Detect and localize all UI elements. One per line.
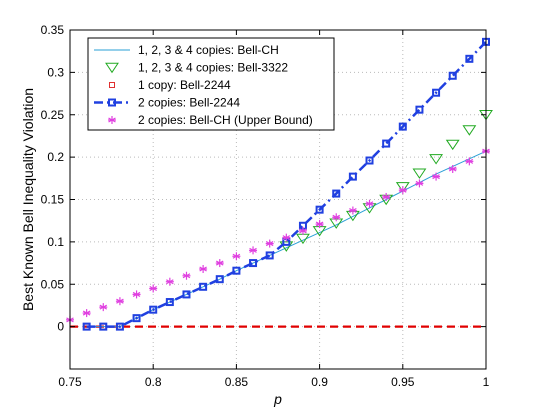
series-4 bbox=[82, 37, 490, 331]
data-point-square bbox=[82, 322, 91, 331]
data-point-square bbox=[465, 54, 474, 63]
data-point-square bbox=[199, 282, 208, 291]
data-point-asterisk bbox=[82, 309, 91, 318]
data-point-square bbox=[115, 322, 124, 331]
data-point-triangle bbox=[445, 139, 460, 151]
legend-label: 2 copies: Bell-2244 bbox=[138, 96, 240, 110]
x-axis-label: p bbox=[273, 391, 282, 407]
data-point-square bbox=[149, 305, 158, 314]
series-line bbox=[86, 40, 487, 328]
x-tick-label: 0.9 bbox=[311, 375, 328, 389]
x-tick-label: 0.8 bbox=[145, 375, 162, 389]
y-tick-label: 0.05 bbox=[41, 277, 65, 291]
data-point-asterisk bbox=[108, 116, 116, 124]
y-tick-label: 0.2 bbox=[47, 150, 64, 164]
legend-label: 1, 2, 3 & 4 copies: Bell-3322 bbox=[138, 61, 288, 75]
data-point-square bbox=[315, 205, 324, 214]
data-point-asterisk bbox=[282, 233, 291, 242]
data-point-asterisk bbox=[182, 271, 191, 280]
data-point-asterisk bbox=[99, 303, 108, 312]
series-5 bbox=[66, 147, 490, 324]
data-point-asterisk bbox=[115, 297, 124, 306]
x-tick-label: 0.85 bbox=[225, 375, 249, 389]
data-point-asterisk bbox=[215, 259, 224, 268]
data-point-square bbox=[365, 156, 374, 165]
y-tick-label: 0.25 bbox=[41, 108, 65, 122]
series-group bbox=[66, 37, 493, 331]
data-point-asterisk bbox=[132, 290, 141, 299]
data-point-asterisk bbox=[249, 246, 258, 255]
data-point-asterisk bbox=[199, 264, 208, 273]
data-point-square bbox=[108, 98, 116, 107]
data-point-triangle bbox=[395, 182, 410, 193]
data-point-asterisk bbox=[448, 164, 457, 173]
data-point-asterisk bbox=[398, 186, 407, 195]
data-point-asterisk bbox=[332, 213, 341, 222]
data-point-square bbox=[448, 71, 457, 80]
data-point-triangle bbox=[279, 241, 294, 252]
data-point-square bbox=[109, 82, 115, 88]
data-point-square bbox=[215, 275, 224, 284]
x-tick-label: 1 bbox=[483, 375, 490, 389]
legend-box bbox=[87, 37, 335, 131]
x-tick-label: 0.95 bbox=[391, 375, 415, 389]
data-point-square bbox=[432, 88, 441, 97]
data-point-asterisk bbox=[382, 192, 391, 201]
ticks: 0.75 0.8 0.85 0.9 0.95 1 0 0.05 0.1 0.15 0.2 0.25 0.… bbox=[41, 23, 490, 389]
legend-item: 1, 2, 3 & 4 copies: Bell-3322 bbox=[105, 61, 288, 75]
data-point-asterisk bbox=[149, 284, 158, 293]
data-point-asterisk bbox=[232, 252, 241, 261]
data-point-square bbox=[232, 266, 241, 275]
x-tick-label: 0.75 bbox=[58, 375, 82, 389]
data-point-square bbox=[182, 290, 191, 299]
data-point-square bbox=[132, 314, 141, 323]
data-point-square bbox=[265, 251, 274, 260]
data-point-square bbox=[398, 122, 407, 131]
data-point-square bbox=[165, 298, 174, 307]
legend-item: 1 copy: Bell-2244 bbox=[109, 78, 231, 92]
data-point-asterisk bbox=[415, 179, 424, 188]
legend-label: 2 copies: Bell-CH (Upper Bound) bbox=[138, 113, 313, 127]
y-tick-label: 0.15 bbox=[41, 193, 65, 207]
legend-label: 1, 2, 3 & 4 copies: Bell-CH bbox=[138, 43, 279, 57]
data-point-triangle bbox=[412, 168, 427, 179]
data-point-square bbox=[348, 172, 357, 181]
data-point-asterisk bbox=[298, 226, 307, 235]
data-point-asterisk bbox=[348, 206, 357, 215]
data-point-asterisk bbox=[315, 220, 324, 229]
data-point-square bbox=[332, 189, 341, 198]
data-point-asterisk bbox=[465, 157, 474, 166]
data-point-asterisk bbox=[365, 199, 374, 208]
data-point-triangle bbox=[105, 62, 119, 74]
data-point-square bbox=[99, 322, 108, 331]
legend-label: 1 copy: Bell-2244 bbox=[138, 78, 231, 92]
data-point-square bbox=[382, 139, 391, 148]
y-tick-label: 0.1 bbox=[47, 235, 64, 249]
legend-item: 1, 2, 3 & 4 copies: Bell-CH bbox=[94, 43, 279, 57]
y-axis-label: Best Known Bell Inequality Violation bbox=[20, 88, 36, 311]
legend-item: 2 copies: Bell-CH (Upper Bound) bbox=[108, 113, 313, 127]
data-point-square bbox=[415, 105, 424, 114]
data-point-triangle bbox=[429, 154, 444, 165]
data-point-asterisk bbox=[165, 277, 174, 286]
data-point-asterisk bbox=[432, 172, 441, 181]
legend: 1, 2, 3 & 4 copies: Bell-CH 1, 2, 3 & 4 c… bbox=[87, 37, 335, 131]
y-tick-label: 0.3 bbox=[47, 65, 64, 79]
legend-item: 2 copies: Bell-2244 bbox=[94, 96, 240, 110]
data-point-asterisk bbox=[265, 239, 274, 248]
y-tick-label: 0.35 bbox=[41, 23, 65, 37]
y-tick-label: 0 bbox=[57, 320, 64, 334]
data-point-triangle bbox=[462, 125, 477, 136]
data-point-square bbox=[249, 259, 258, 268]
